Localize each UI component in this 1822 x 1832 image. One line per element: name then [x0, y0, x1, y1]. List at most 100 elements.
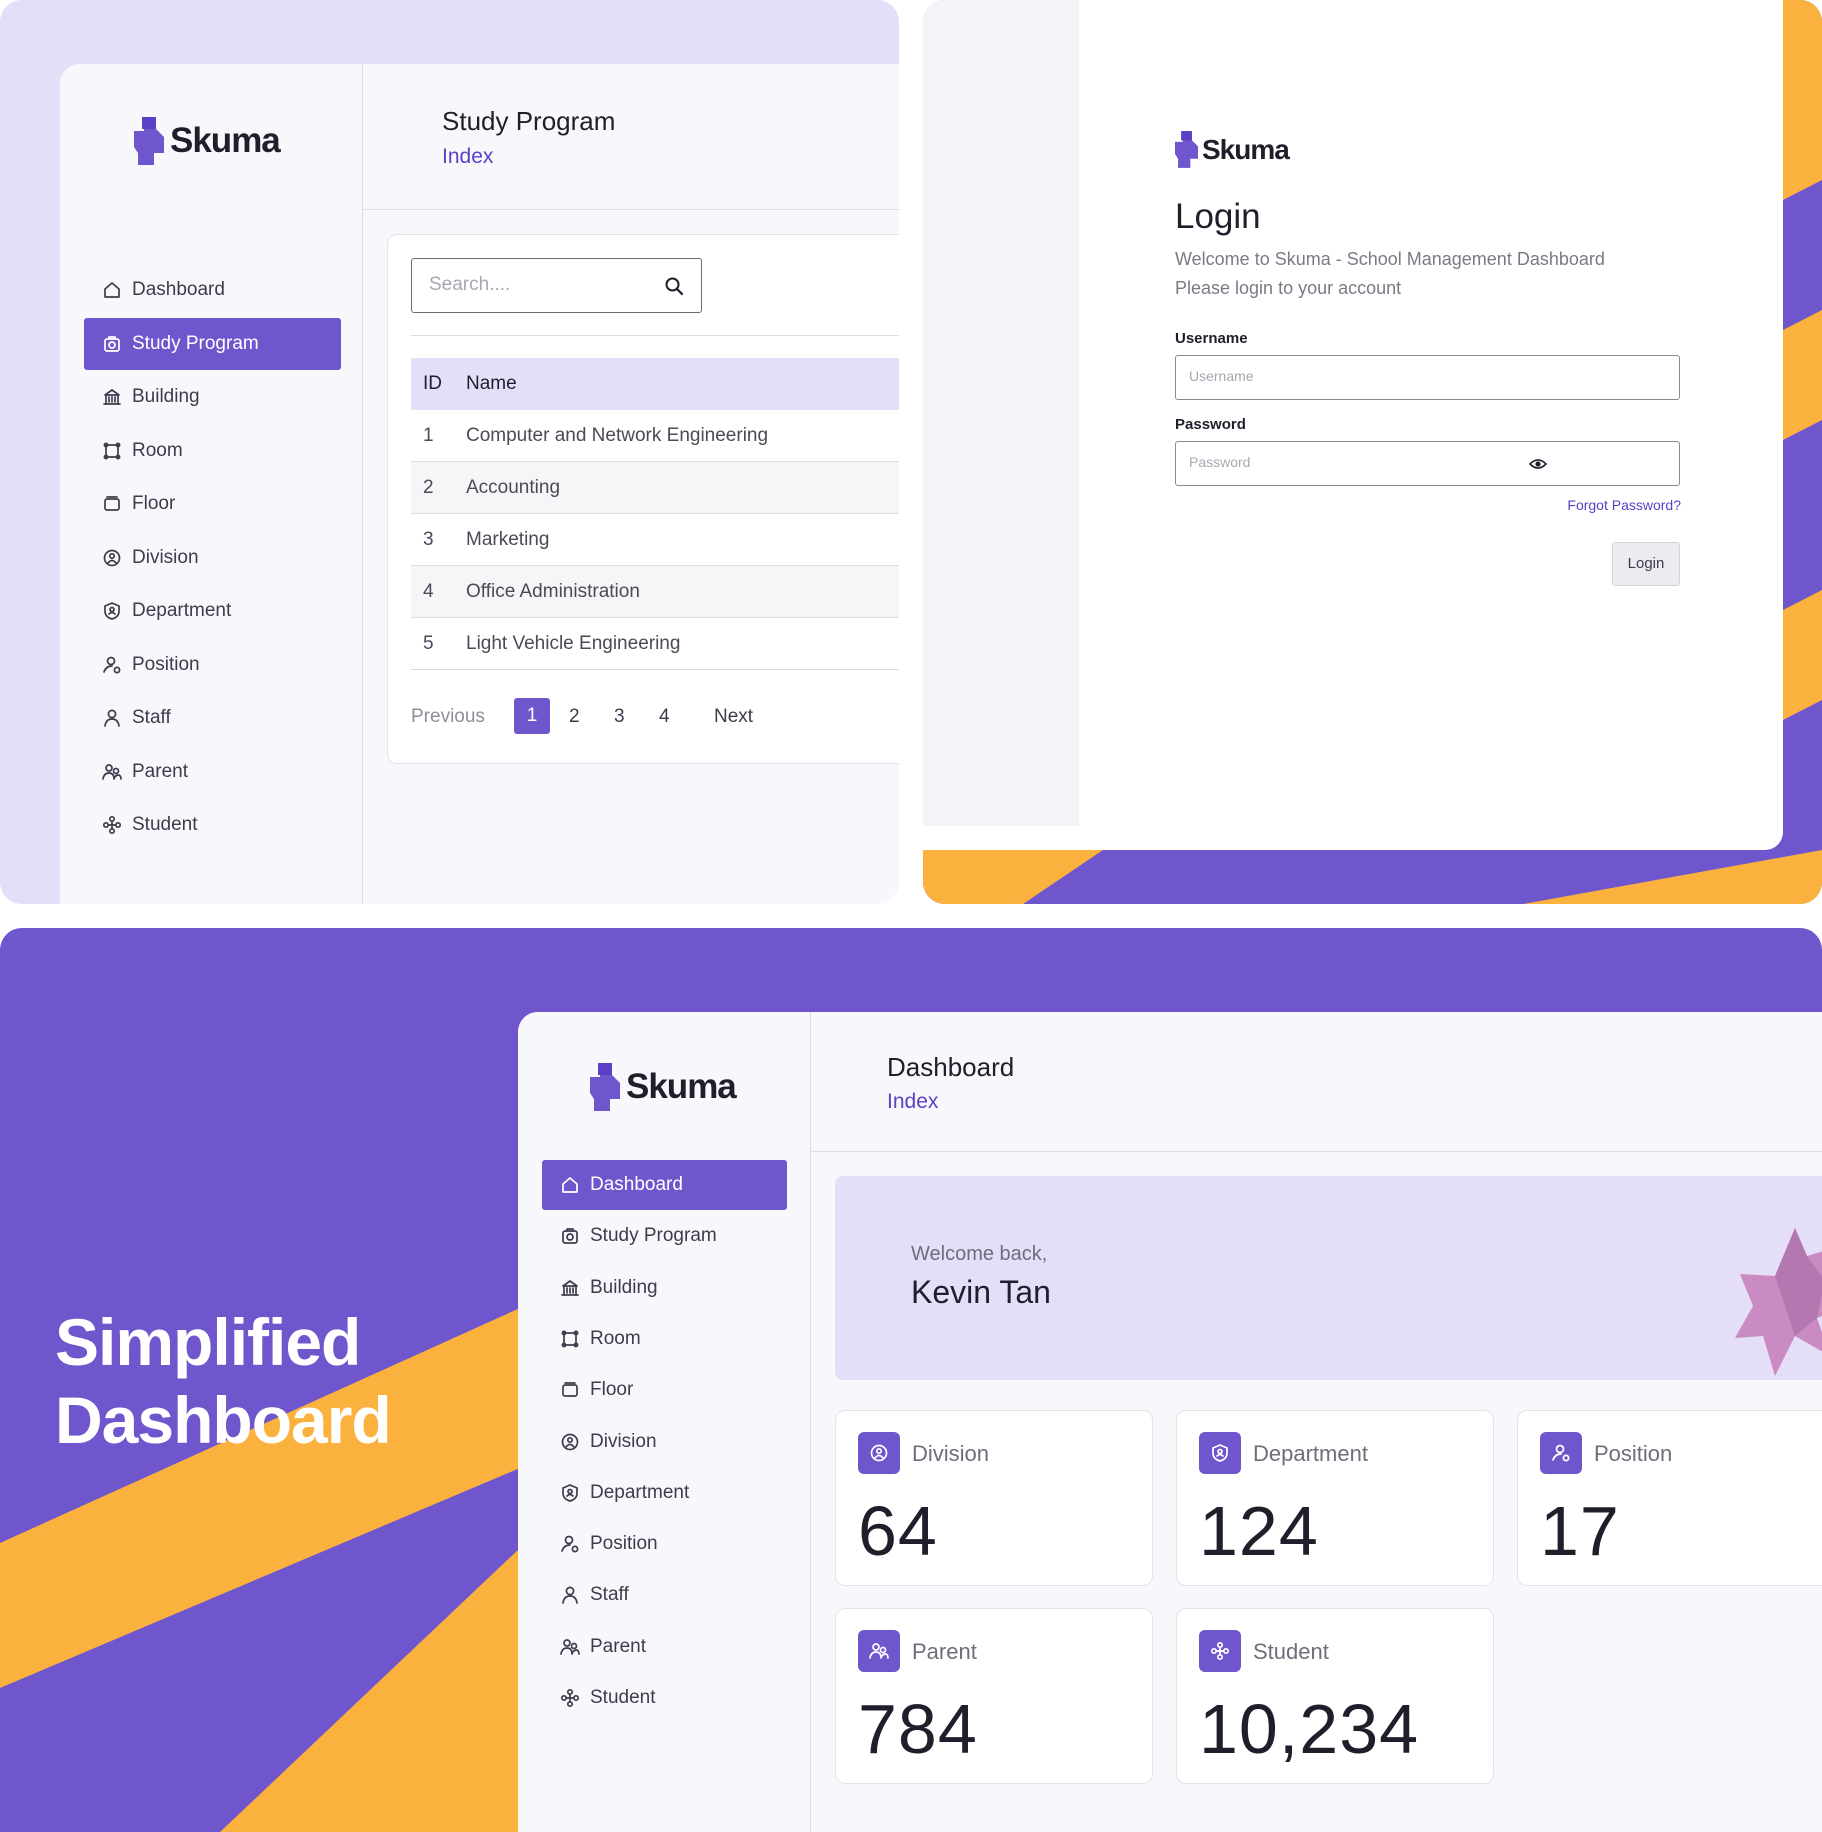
pagination-page-3[interactable]: 3 — [614, 706, 625, 727]
stat-label: Parent — [912, 1639, 977, 1664]
sidebar-item-floor[interactable]: Floor — [542, 1365, 787, 1415]
sidebar-item-staff[interactable]: Staff — [84, 692, 341, 744]
student-icon — [102, 815, 122, 835]
sidebar-item-label: Position — [590, 1533, 658, 1555]
forgot-password-link[interactable]: Forgot Password? — [1567, 497, 1681, 513]
stat-card-parent[interactable]: Parent 784 — [835, 1608, 1153, 1784]
brand-logo[interactable]: Skuma — [1175, 131, 1290, 168]
sidebar-item-parent[interactable]: Parent — [84, 746, 341, 798]
username-placeholder: Username — [1189, 368, 1254, 384]
sidebar-item-department[interactable]: Department — [542, 1468, 787, 1518]
column-name[interactable]: Name — [466, 373, 517, 394]
stat-card-position[interactable]: Position 17 — [1517, 1410, 1822, 1586]
sidebar-item-building[interactable]: Building — [542, 1263, 787, 1313]
sidebar-item-label: Parent — [590, 1635, 646, 1657]
password-input[interactable]: Password — [1175, 441, 1680, 486]
sidebar-item-student[interactable]: Student — [84, 799, 341, 851]
stat-value: 64 — [858, 1492, 938, 1570]
department-icon — [560, 1483, 580, 1503]
password-label: Password — [1175, 416, 1246, 433]
column-id[interactable]: ID — [423, 373, 442, 394]
sidebar-item-parent[interactable]: Parent — [542, 1622, 787, 1672]
sidebar-item-position[interactable]: Position — [84, 639, 341, 691]
search-placeholder: Search.... — [429, 274, 511, 295]
breadcrumb[interactable]: Index — [887, 1090, 939, 1113]
sidebar-item-dashboard[interactable]: Dashboard — [542, 1160, 787, 1210]
pagination-page-1[interactable]: 1 — [514, 698, 550, 734]
skuma-logo-icon — [134, 117, 164, 165]
student-icon — [1199, 1630, 1241, 1672]
brand-logo[interactable]: Skuma — [590, 1063, 737, 1111]
login-side-strip — [923, 0, 1079, 826]
sidebar: Skuma Dashboard Study Program Building Room… — [518, 1012, 811, 1832]
stat-card-department[interactable]: Department 124 — [1176, 1410, 1494, 1586]
table-row[interactable]: 5 Light Vehicle Engineering — [411, 618, 899, 670]
sidebar-item-division[interactable]: Division — [84, 532, 341, 584]
brand-logo[interactable]: Skuma — [134, 117, 281, 165]
sidebar-item-label: Student — [590, 1687, 656, 1708]
sidebar-item-building[interactable]: Building — [84, 371, 341, 423]
division-icon — [560, 1432, 580, 1452]
sidebar-item-study-program[interactable]: Study Program — [542, 1211, 787, 1261]
sidebar-item-label: Floor — [590, 1379, 634, 1401]
table-row[interactable]: 2 Accounting — [411, 462, 899, 514]
parent-icon — [858, 1630, 900, 1672]
brand-name: Skuma — [626, 1067, 737, 1106]
sidebar-item-position[interactable]: Position — [542, 1519, 787, 1569]
sidebar-item-room[interactable]: Room — [542, 1314, 787, 1364]
study-program-icon — [560, 1226, 580, 1246]
study-program-screenshot: Skuma Dashboard Study Program Building Room… — [0, 0, 899, 904]
sidebar-item-label: Building — [132, 386, 200, 407]
eye-icon[interactable] — [1529, 456, 1547, 472]
sidebar-item-department[interactable]: Department — [84, 585, 341, 637]
stat-card-student[interactable]: Student 10,234 — [1176, 1608, 1494, 1784]
brand-name: Skuma — [1202, 133, 1290, 165]
search-input[interactable]: Search.... — [411, 258, 702, 313]
page-title: Study Program — [442, 106, 616, 136]
search-divider — [411, 335, 899, 336]
search-icon[interactable] — [664, 276, 684, 296]
welcome-greeting: Welcome back, — [911, 1243, 1048, 1265]
row-name: Light Vehicle Engineering — [466, 633, 681, 654]
row-id: 2 — [423, 477, 434, 498]
page-title: Dashboard — [887, 1052, 1015, 1082]
username-label: Username — [1175, 330, 1248, 347]
room-icon — [102, 441, 122, 461]
pagination-page-2[interactable]: 2 — [569, 706, 580, 727]
staff-icon — [560, 1585, 580, 1605]
stat-label: Department — [1253, 1441, 1368, 1466]
table-row[interactable]: 4 Office Administration — [411, 566, 899, 618]
username-input[interactable]: Username — [1175, 355, 1680, 400]
login-button[interactable]: Login — [1612, 542, 1680, 586]
sidebar-item-label: Floor — [132, 493, 176, 514]
sidebar-item-room[interactable]: Room — [84, 425, 341, 477]
dashboard-window: Skuma Dashboard Study Program Building Room… — [518, 1012, 1822, 1832]
stat-card-division[interactable]: Division 64 — [835, 1410, 1153, 1586]
position-icon — [560, 1534, 580, 1554]
pagination-next[interactable]: Next — [714, 706, 754, 727]
login-instruction-text: Please login to your account — [1175, 278, 1402, 298]
table-row[interactable]: 1 Computer and Network Engineering — [411, 410, 899, 462]
row-name: Accounting — [466, 477, 561, 498]
sidebar-item-label: Division — [132, 546, 199, 568]
pagination-previous[interactable]: Previous — [411, 706, 485, 727]
department-icon — [1199, 1432, 1241, 1474]
sidebar-item-staff[interactable]: Staff — [542, 1570, 787, 1620]
breadcrumb[interactable]: Index — [442, 145, 494, 168]
sidebar-item-study-program[interactable]: Study Program — [84, 317, 341, 370]
sidebar-item-student[interactable]: Student — [542, 1673, 787, 1723]
stat-value: 784 — [858, 1690, 978, 1768]
sidebar-item-label: Dashboard — [132, 279, 225, 300]
skuma-logo-icon — [1175, 131, 1198, 168]
sidebar-item-floor[interactable]: Floor — [84, 478, 341, 530]
sidebar-item-division[interactable]: Division — [542, 1417, 787, 1467]
staff-icon — [102, 708, 122, 728]
table-row[interactable]: 3 Marketing — [411, 514, 899, 566]
sidebar-item-label: Staff — [590, 1584, 629, 1606]
sidebar-item-dashboard[interactable]: Dashboard — [84, 264, 341, 316]
floor-icon — [102, 494, 122, 514]
pagination-page-4[interactable]: 4 — [659, 706, 670, 727]
stat-value: 10,234 — [1199, 1690, 1420, 1768]
division-icon — [102, 548, 122, 568]
table-header: ID Name — [411, 358, 899, 410]
